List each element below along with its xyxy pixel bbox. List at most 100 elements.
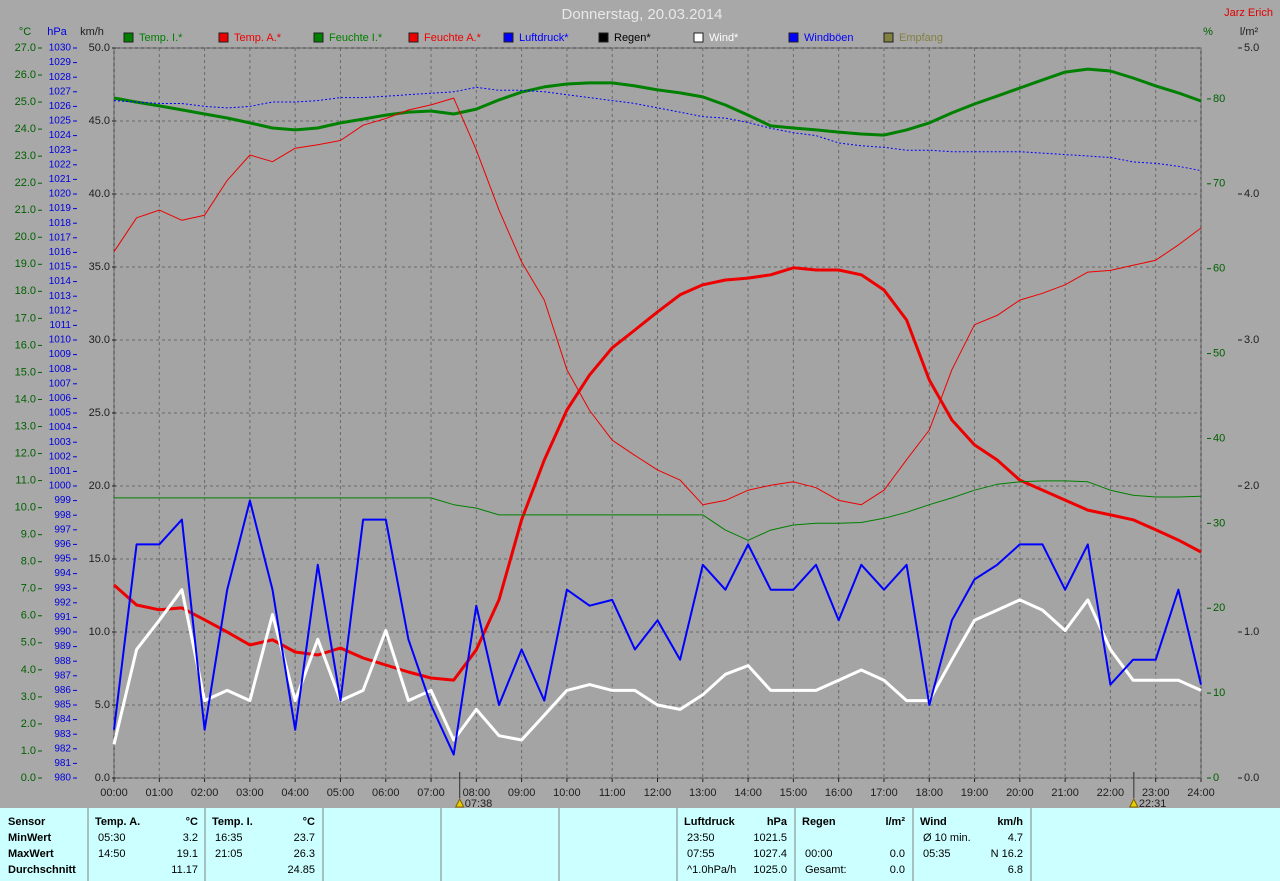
y-tick-label: 11.0 xyxy=(15,474,36,486)
series-line xyxy=(112,588,1202,745)
x-tick-label: 15:00 xyxy=(780,787,808,799)
axis-unit: % xyxy=(1203,26,1213,38)
x-tick-label: 16:00 xyxy=(825,787,853,799)
x-tick-label: 11:00 xyxy=(599,787,626,799)
y-tick-label: 30 xyxy=(1213,517,1225,529)
stat-label: 14:50 xyxy=(98,848,126,860)
legend-swatch xyxy=(883,32,894,43)
y-tick-label: 996 xyxy=(54,539,71,550)
series-line xyxy=(113,97,1202,506)
y-tick-label: 1012 xyxy=(49,305,72,316)
y-tick-label: 0 xyxy=(1213,772,1219,784)
group-name: Temp. A. xyxy=(95,816,140,828)
legend-swatch xyxy=(693,32,704,43)
y-tick-label: 987 xyxy=(54,670,71,681)
stat-label: ^1.0hPa/h xyxy=(687,864,736,876)
y-tick-label: 1005 xyxy=(49,408,72,419)
y-tick-label: 1028 xyxy=(49,72,72,83)
y-tick-label: 12.0 xyxy=(15,447,36,459)
y-tick-label: 988 xyxy=(54,656,71,667)
x-tick-label: 02:00 xyxy=(191,787,219,799)
y-tick-label: 4.0 xyxy=(1244,188,1259,200)
axis-unit: l/m² xyxy=(1240,26,1259,38)
group-name: Regen xyxy=(802,816,836,828)
y-tick-label: 991 xyxy=(54,612,71,623)
y-tick-label: 1021 xyxy=(49,174,72,185)
stat-value: 23.7 xyxy=(294,832,315,844)
y-tick-label: 995 xyxy=(54,554,71,565)
stat-label: 05:30 xyxy=(98,832,126,844)
y-tick-label: 3.0 xyxy=(1244,334,1259,346)
y-tick-label: 992 xyxy=(54,597,71,608)
legend-label: Empfang xyxy=(899,32,943,44)
y-tick-label: 985 xyxy=(54,700,71,711)
legend-swatch xyxy=(313,32,324,43)
stat-label: Gesamt: xyxy=(805,864,847,876)
y-tick-label: 1003 xyxy=(49,437,72,448)
stat-value: 0.0 xyxy=(890,864,905,876)
legend-swatch xyxy=(218,32,229,43)
y-tick-label: 989 xyxy=(54,641,71,652)
stat-label: Ø 10 min. xyxy=(923,832,971,844)
x-tick-label: 10:00 xyxy=(553,787,581,799)
marker-label: 22:31 xyxy=(1139,798,1167,810)
y-tick-label: 1004 xyxy=(49,422,72,433)
y-tick-label: 1013 xyxy=(49,291,72,302)
legend-label: Windböen xyxy=(804,32,854,44)
x-tick-label: 05:00 xyxy=(327,787,355,799)
legend-label: Feuchte I.* xyxy=(329,32,383,44)
marker-label: 07:38 xyxy=(465,798,493,810)
x-tick-label: 22:00 xyxy=(1097,787,1125,799)
group-name: Wind xyxy=(920,816,947,828)
y-tick-label: 1008 xyxy=(49,364,72,375)
x-tick-label: 17:00 xyxy=(870,787,898,799)
y-tick-label: 998 xyxy=(54,510,71,521)
y-tick-label: 7.0 xyxy=(21,583,36,595)
y-tick-label: 40.0 xyxy=(89,188,110,200)
y-tick-label: 1000 xyxy=(49,481,72,492)
y-tick-label: 1001 xyxy=(49,466,72,477)
y-tick-label: 980 xyxy=(54,773,71,784)
axis-unit: hPa xyxy=(47,26,67,38)
stat-value: 1025.0 xyxy=(753,864,787,876)
stat-label: 07:55 xyxy=(687,848,715,860)
y-tick-label: 0.0 xyxy=(21,772,36,784)
x-tick-label: 18:00 xyxy=(915,787,943,799)
y-tick-label: 1015 xyxy=(49,262,72,273)
x-tick-label: 00:00 xyxy=(100,787,128,799)
y-tick-label: 1029 xyxy=(49,57,72,68)
x-tick-label: 08:00 xyxy=(463,787,491,799)
y-tick-label: 15.0 xyxy=(15,366,36,378)
y-tick-label: 19.0 xyxy=(15,258,36,270)
series-line xyxy=(113,67,1202,137)
y-tick-label: 1020 xyxy=(49,189,72,200)
y-tick-label: 984 xyxy=(54,714,71,725)
marker-icon xyxy=(1129,797,1139,808)
author: Jarz Erich xyxy=(1224,7,1273,19)
y-tick-label: 24.0 xyxy=(15,123,36,135)
y-tick-label: 15.0 xyxy=(89,553,110,565)
group-name: Luftdruck xyxy=(684,816,736,828)
y-tick-label: 994 xyxy=(54,568,71,579)
y-tick-label: 10.0 xyxy=(89,626,110,638)
x-tick-label: 21:00 xyxy=(1051,787,1079,799)
legend-label: Luftdruck* xyxy=(519,32,569,44)
legend-swatch xyxy=(123,32,134,43)
y-tick-label: 5.0 xyxy=(21,637,36,649)
stat-value: 19.1 xyxy=(177,848,198,860)
x-tick-label: 03:00 xyxy=(236,787,264,799)
x-tick-label: 14:00 xyxy=(734,787,762,799)
y-tick-label: 1024 xyxy=(49,130,72,141)
y-tick-label: 70 xyxy=(1213,178,1225,190)
x-tick-label: 23:00 xyxy=(1142,787,1170,799)
series-line xyxy=(113,499,1202,756)
x-tick-label: 04:00 xyxy=(281,787,309,799)
y-tick-label: 981 xyxy=(54,758,71,769)
y-tick-label: 26.0 xyxy=(15,69,36,81)
stat-label: 16:35 xyxy=(215,832,243,844)
group-unit: km/h xyxy=(997,816,1023,828)
legend-label: Temp. A.* xyxy=(234,32,282,44)
row-label: Sensor xyxy=(8,816,46,828)
y-tick-label: 0.0 xyxy=(1244,772,1259,784)
